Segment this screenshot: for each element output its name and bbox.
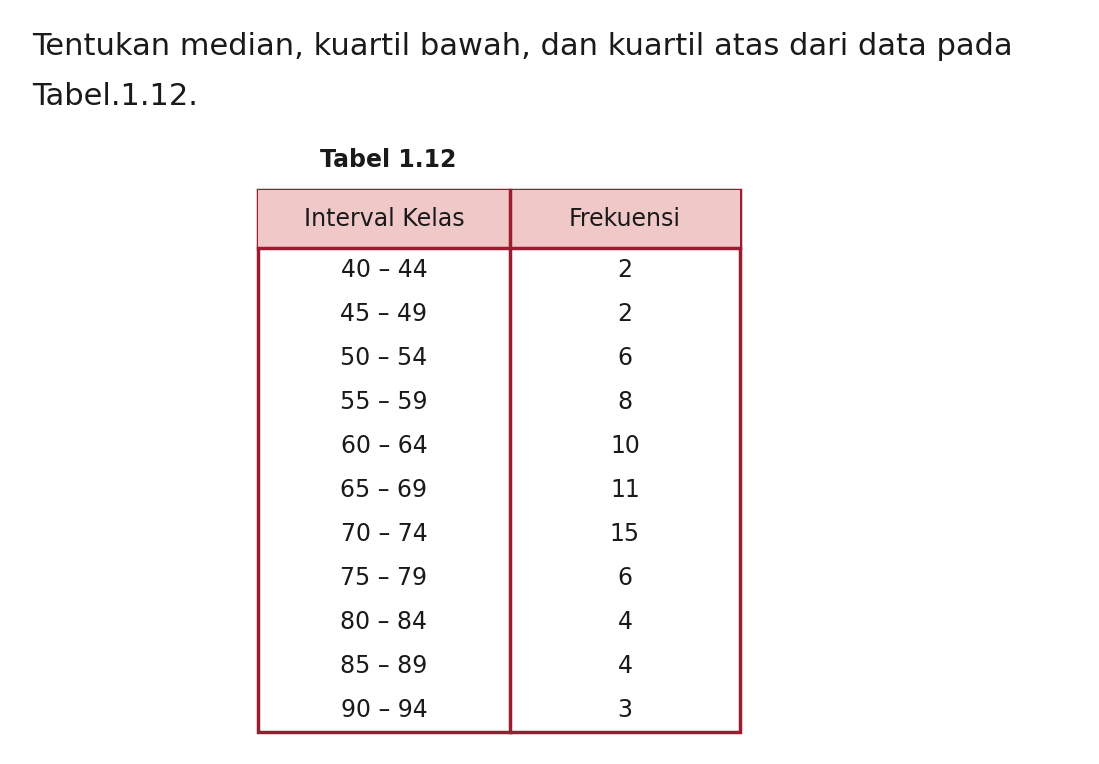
Text: 2: 2: [618, 258, 633, 282]
Bar: [258, 190, 740, 248]
Text: 4: 4: [618, 654, 633, 678]
Text: Interval Kelas: Interval Kelas: [303, 207, 464, 231]
Text: 4: 4: [618, 610, 633, 634]
Text: Tentukan median, kuartil bawah, dan kuartil atas dari data pada: Tentukan median, kuartil bawah, dan kuar…: [32, 32, 1012, 61]
Text: 2: 2: [618, 302, 633, 326]
Text: 85 – 89: 85 – 89: [341, 654, 428, 678]
Text: 40 – 44: 40 – 44: [341, 258, 428, 282]
Text: 75 – 79: 75 – 79: [341, 566, 428, 590]
Bar: [258, 190, 740, 732]
Text: Frekuensi: Frekuensi: [569, 207, 681, 231]
Text: 6: 6: [618, 566, 633, 590]
Text: 8: 8: [618, 390, 633, 414]
Text: Tabel 1.12: Tabel 1.12: [320, 148, 456, 172]
Text: 15: 15: [610, 522, 640, 546]
Text: 45 – 49: 45 – 49: [341, 302, 428, 326]
Text: 11: 11: [610, 478, 640, 502]
Text: 55 – 59: 55 – 59: [341, 390, 428, 414]
Text: 80 – 84: 80 – 84: [341, 610, 428, 634]
Text: 50 – 54: 50 – 54: [341, 346, 428, 370]
Text: 3: 3: [618, 698, 633, 722]
Text: 6: 6: [618, 346, 633, 370]
Text: 70 – 74: 70 – 74: [341, 522, 428, 546]
Text: 60 – 64: 60 – 64: [341, 434, 428, 458]
Text: 10: 10: [610, 434, 640, 458]
Text: Tabel.1.12.: Tabel.1.12.: [32, 82, 198, 111]
Text: 65 – 69: 65 – 69: [341, 478, 428, 502]
Text: 90 – 94: 90 – 94: [341, 698, 428, 722]
